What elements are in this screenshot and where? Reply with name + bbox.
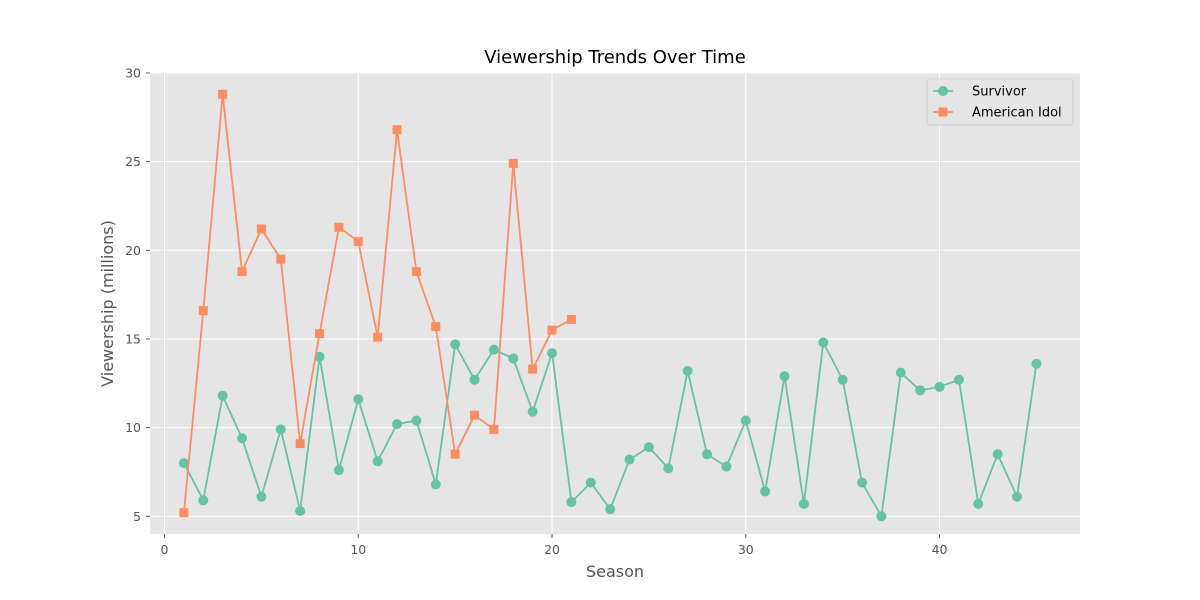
data-point-american-idol — [411, 267, 421, 277]
data-point-survivor — [198, 495, 209, 506]
plot-background — [150, 73, 1080, 534]
data-point-american-idol — [218, 89, 228, 99]
data-point-american-idol — [508, 158, 518, 168]
data-point-survivor — [934, 381, 945, 392]
legend-label-survivor: Survivor — [972, 85, 1027, 100]
data-point-survivor — [740, 415, 751, 426]
x-tick-label: 10 — [350, 542, 366, 557]
data-point-survivor — [585, 477, 596, 488]
data-point-american-idol — [450, 449, 460, 459]
y-tick-label: 20 — [125, 243, 141, 258]
data-point-american-idol — [431, 322, 441, 332]
data-point-survivor — [992, 449, 1003, 460]
data-point-survivor — [566, 497, 577, 508]
x-axis-ticks: 0 10 20 30 40 — [161, 534, 948, 557]
data-point-survivor — [508, 353, 519, 364]
y-tick-label: 10 — [125, 420, 141, 435]
data-point-american-idol — [566, 314, 576, 324]
y-tick-label: 15 — [125, 331, 141, 346]
series-american-idol — [179, 89, 576, 518]
legend-marker-american-idol — [938, 107, 948, 117]
data-point-survivor — [760, 486, 771, 497]
data-point-american-idol — [276, 254, 286, 264]
data-point-survivor — [915, 385, 926, 396]
data-point-american-idol — [295, 439, 305, 449]
data-point-survivor — [430, 479, 441, 490]
data-point-survivor — [663, 463, 674, 474]
x-tick-label: 30 — [738, 542, 754, 557]
data-point-survivor — [450, 339, 461, 350]
data-point-survivor — [295, 505, 306, 516]
data-point-survivor — [353, 394, 364, 405]
data-point-survivor — [547, 348, 558, 359]
data-point-american-idol — [256, 224, 266, 234]
data-point-american-idol — [528, 364, 538, 374]
x-tick-label: 40 — [932, 542, 948, 557]
y-axis-label: Viewership (millions) — [98, 220, 117, 387]
data-point-survivor — [798, 498, 809, 509]
data-point-survivor — [837, 374, 848, 385]
data-point-american-idol — [353, 236, 363, 246]
data-point-american-idol — [373, 332, 383, 342]
data-point-american-idol — [198, 306, 208, 316]
y-tick-label: 25 — [125, 154, 141, 169]
series-survivor — [178, 337, 1042, 522]
y-tick-label: 30 — [125, 66, 141, 81]
legend-label-american-idol: American Idol — [972, 106, 1062, 121]
x-tick-label: 0 — [161, 542, 169, 557]
data-point-survivor — [237, 433, 248, 444]
data-point-survivor — [721, 461, 732, 472]
data-point-survivor — [178, 458, 189, 469]
data-point-survivor — [624, 454, 635, 465]
data-point-survivor — [314, 351, 325, 362]
data-point-survivor — [392, 419, 403, 430]
data-point-survivor — [1012, 491, 1023, 502]
data-point-american-idol — [470, 410, 480, 420]
data-point-american-idol — [489, 424, 499, 434]
y-axis-ticks: 5 10 15 20 25 30 — [125, 66, 150, 524]
data-point-survivor — [256, 491, 267, 502]
data-point-survivor — [702, 449, 713, 460]
data-point-survivor — [895, 367, 906, 378]
data-point-survivor — [411, 415, 422, 426]
data-point-survivor — [876, 511, 887, 522]
data-point-american-idol — [179, 508, 189, 518]
data-point-survivor — [527, 406, 538, 417]
data-point-american-idol — [237, 267, 247, 277]
x-axis-label: Season — [586, 562, 644, 581]
legend: Survivor American Idol — [926, 78, 1074, 126]
legend-box — [926, 78, 1074, 126]
data-point-survivor — [488, 344, 499, 355]
data-point-survivor — [818, 337, 829, 348]
data-point-american-idol — [315, 329, 325, 339]
data-point-american-idol — [392, 125, 402, 135]
grid — [150, 72, 1080, 534]
y-tick-label: 5 — [133, 509, 141, 524]
data-point-survivor — [1031, 358, 1042, 369]
x-tick-label: 20 — [544, 542, 560, 557]
data-point-american-idol — [334, 222, 344, 232]
data-point-american-idol — [547, 325, 557, 335]
data-point-survivor — [372, 456, 383, 467]
chart-title: Viewership Trends Over Time — [484, 47, 746, 68]
data-point-survivor — [217, 390, 228, 401]
data-point-survivor — [953, 374, 964, 385]
data-point-survivor — [779, 371, 790, 382]
data-point-survivor — [605, 504, 616, 515]
data-point-survivor — [275, 424, 286, 435]
legend-marker-survivor — [938, 86, 948, 96]
data-point-survivor — [643, 442, 654, 453]
data-point-survivor — [469, 374, 480, 385]
series-group — [178, 89, 1042, 522]
data-point-survivor — [682, 365, 693, 376]
data-point-survivor — [333, 465, 344, 476]
data-point-survivor — [973, 498, 984, 509]
data-point-survivor — [857, 477, 868, 488]
